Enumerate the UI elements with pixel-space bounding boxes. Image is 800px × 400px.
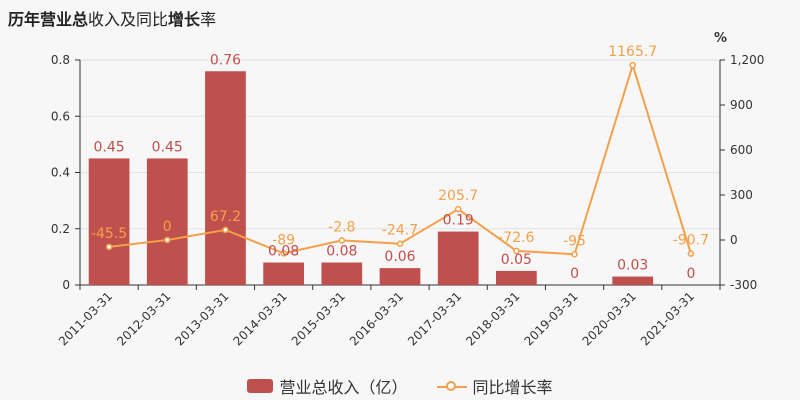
line-value-label: -95: [563, 233, 586, 249]
legend-label-growth: 同比增长率: [472, 378, 553, 397]
y-right-tick-label: 900: [730, 98, 753, 112]
line-point: [687, 250, 695, 257]
y-right-tick-label: 1,200: [730, 53, 764, 67]
y-right-tick-label: 0: [730, 233, 738, 247]
legend-label-revenue: 营业总收入（亿）: [279, 378, 408, 397]
x-tick-label: 2018-03-31: [463, 289, 522, 348]
y-right-tick-label: 600: [730, 143, 753, 157]
line-point: [571, 251, 578, 258]
line-value-label: 1165.7: [608, 44, 657, 60]
title-part-4: 增长: [168, 10, 201, 29]
bar-value-label: 0.08: [268, 244, 299, 260]
title-part-1: 历年: [8, 10, 41, 29]
legend-item-growth[interactable]: 同比增长率: [436, 374, 553, 398]
bar: [379, 268, 421, 285]
chart-title: 历年营业总收入及同比增长率: [8, 6, 216, 30]
x-tick-label: 2020-03-31: [580, 289, 639, 348]
line-value-label: 67.2: [210, 209, 241, 225]
line-point: [454, 205, 462, 213]
bar-value-label: 0.03: [617, 258, 648, 274]
x-tick-label: 2017-03-31: [405, 289, 464, 348]
bar-value-label: 0.06: [384, 249, 415, 265]
x-tick-label: 2014-03-31: [231, 289, 290, 348]
line-point: [105, 243, 113, 251]
bar: [612, 276, 654, 285]
y-right-unit-label: %: [714, 31, 727, 46]
y-left-tick-label: 0: [62, 278, 70, 292]
bar-swatch-icon: [247, 379, 274, 393]
y-left-tick-label: 0.4: [51, 166, 70, 180]
bar: [496, 270, 537, 285]
line-point: [338, 237, 346, 244]
bar: [146, 158, 188, 285]
x-tick-label: 2015-03-31: [289, 289, 348, 348]
y-right-tick-label: -300: [730, 278, 757, 292]
bar-value-label: 0.19: [443, 213, 474, 229]
line-value-label: -72.6: [498, 230, 534, 246]
x-tick-label: 2019-03-31: [521, 289, 580, 348]
line-value-label: -2.8: [328, 219, 355, 235]
line-value-label: -89: [272, 232, 295, 248]
line-value-label: -90.7: [673, 233, 709, 249]
y-left-tick-label: 0.8: [51, 53, 70, 67]
bar: [437, 231, 479, 285]
bar-value-label: 0: [686, 266, 695, 282]
legend: 营业总收入（亿） 同比增长率: [0, 374, 800, 398]
line-point: [629, 61, 636, 69]
title-part-2: 营业总: [40, 10, 89, 29]
x-tick-label: 2011-03-31: [56, 289, 115, 348]
line-swatch-icon: [436, 379, 467, 393]
bar: [88, 158, 130, 285]
line-value-label: 0: [163, 219, 172, 235]
y-right-tick-label: 300: [730, 188, 753, 202]
title-part-3: 收入及同比: [88, 10, 169, 29]
legend-item-revenue[interactable]: 营业总收入（亿）: [247, 374, 407, 398]
title-part-5: 率: [200, 10, 217, 29]
bar: [321, 262, 363, 285]
line-point: [164, 236, 171, 244]
bar-value-label: 0.76: [210, 52, 241, 68]
bar-value-label: 0: [570, 266, 579, 282]
line-value-label: 205.7: [438, 188, 478, 204]
bar: [263, 262, 304, 285]
bar: [205, 71, 246, 285]
line-point: [222, 226, 229, 234]
y-left-tick-label: 0.2: [51, 222, 70, 236]
x-tick-label: 2012-03-31: [114, 289, 173, 348]
x-tick-label: 2016-03-31: [347, 289, 406, 348]
bar-value-label: 0.05: [501, 252, 532, 268]
y-left-tick-label: 0.6: [51, 109, 70, 123]
line-value-label: -24.7: [382, 223, 418, 239]
bar-value-label: 0.45: [94, 139, 125, 155]
line-point: [396, 240, 404, 247]
line-point: [280, 250, 287, 257]
bar-value-label: 0.45: [152, 139, 183, 155]
x-tick-label: 2013-03-31: [172, 289, 231, 348]
x-tick-label: 2021-03-31: [638, 289, 697, 348]
line-value-label: -45.5: [91, 226, 127, 242]
line-point: [513, 247, 520, 255]
bar-value-label: 0.08: [326, 244, 357, 260]
